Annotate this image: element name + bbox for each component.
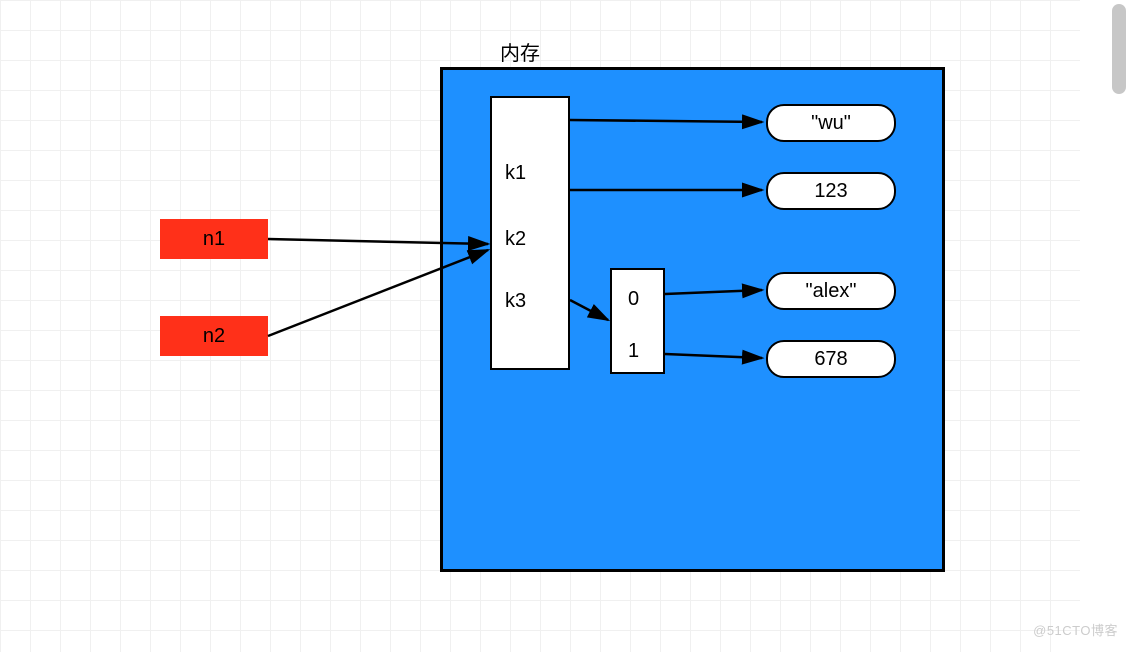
dict-key-k3: k3: [505, 290, 526, 313]
scrollbar-thumb[interactable]: [1112, 4, 1126, 94]
value-678: 678: [766, 340, 896, 378]
dict-key-k2: k2: [505, 228, 526, 251]
watermark: @51CTO博客: [1033, 620, 1118, 639]
value-wu: "wu": [766, 104, 896, 142]
value-alex: "alex": [766, 272, 896, 310]
value-wu-label: "wu": [811, 112, 851, 135]
value-123-label: 123: [814, 180, 847, 203]
value-alex-label: "alex": [806, 280, 857, 303]
memory-title: 内存: [500, 37, 540, 66]
list-idx-0: 0: [628, 288, 639, 311]
dict-key-k1: k1: [505, 162, 526, 185]
ref-n2-label: n2: [203, 325, 225, 348]
dict-box: [490, 96, 570, 370]
value-123: 123: [766, 172, 896, 210]
ref-n1-label: n1: [203, 228, 225, 251]
value-678-label: 678: [814, 348, 847, 371]
ref-n2: n2: [160, 316, 268, 356]
list-idx-1: 1: [628, 340, 639, 363]
ref-n1: n1: [160, 219, 268, 259]
